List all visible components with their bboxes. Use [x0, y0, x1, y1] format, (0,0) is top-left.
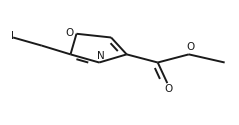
Text: I: I [11, 31, 14, 41]
Text: O: O [66, 28, 74, 38]
Text: O: O [164, 84, 173, 94]
Text: N: N [97, 51, 104, 61]
Text: O: O [186, 42, 194, 52]
